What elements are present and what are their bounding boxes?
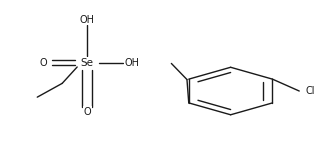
Text: Se: Se bbox=[81, 58, 94, 68]
Text: O: O bbox=[83, 107, 91, 117]
Text: OH: OH bbox=[125, 58, 140, 68]
Text: OH: OH bbox=[80, 15, 95, 25]
Text: Cl: Cl bbox=[306, 86, 315, 96]
Text: O: O bbox=[40, 58, 47, 68]
